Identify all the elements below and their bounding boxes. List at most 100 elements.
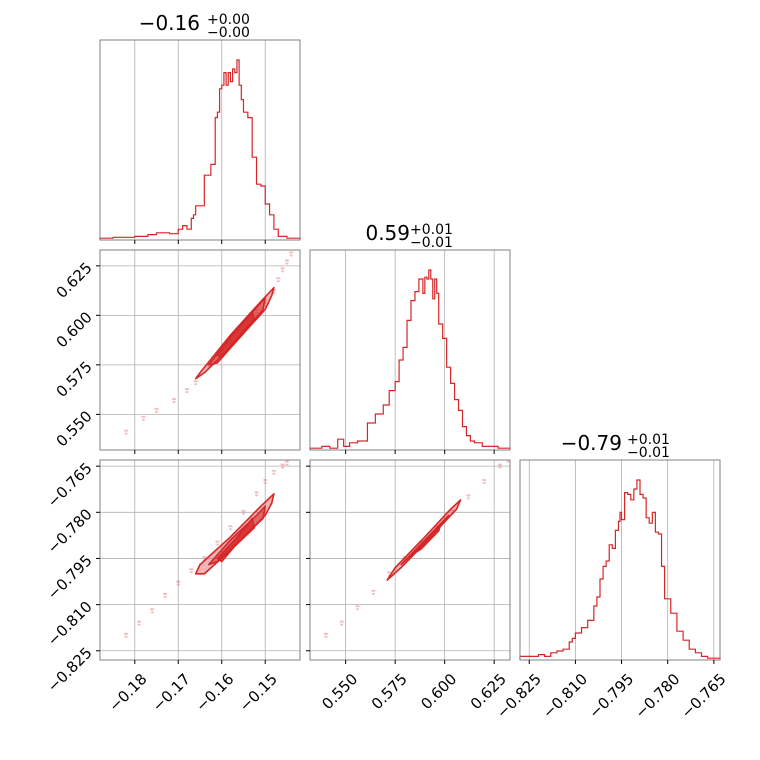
x-tick-label: −0.18 xyxy=(105,670,150,715)
scatter-point xyxy=(150,611,153,614)
axes-frame xyxy=(99,249,301,451)
scatter-point xyxy=(277,277,280,280)
scatter-point xyxy=(149,608,153,611)
scatter-point xyxy=(506,460,509,463)
scatter-point xyxy=(282,270,285,273)
scatter-point xyxy=(355,605,358,608)
scatter-point xyxy=(229,528,233,531)
scatter-point xyxy=(275,277,279,280)
scatter-point xyxy=(289,251,292,254)
scatter-point xyxy=(256,494,259,497)
scatter-point xyxy=(282,463,285,466)
scatter-point xyxy=(241,509,244,512)
scatter-point xyxy=(176,583,179,586)
x-tick-label: −0.15 xyxy=(236,670,281,715)
scatter-point xyxy=(242,509,245,512)
scatter-point xyxy=(126,429,129,432)
scatter-point xyxy=(215,540,218,543)
scatter-point xyxy=(185,390,188,394)
axes-frame xyxy=(99,459,301,661)
scatter-point xyxy=(156,407,159,410)
scatter-point xyxy=(155,407,158,410)
scatter-point xyxy=(175,580,179,583)
scatter-point xyxy=(186,390,189,394)
scatter-point xyxy=(357,608,360,611)
scatter-point xyxy=(372,589,375,592)
scatter-point xyxy=(284,460,287,463)
scatter-point xyxy=(339,623,343,626)
scatter-point xyxy=(290,254,294,257)
scatter-point xyxy=(138,623,141,626)
x-tick-label: −0.780 xyxy=(631,670,683,722)
scatter-point xyxy=(373,589,376,592)
y-tick-label: 0.625 xyxy=(53,259,96,302)
title-param-3: −0.79 +0.01 −0.01 xyxy=(561,431,670,461)
scatter-point xyxy=(217,540,220,543)
scatter-point xyxy=(273,291,276,295)
scatter-point xyxy=(273,472,276,475)
scatter-point xyxy=(276,280,279,283)
scatter-point xyxy=(124,432,127,435)
x-tick-label: −0.17 xyxy=(149,670,194,715)
y-tick-label: −0.825 xyxy=(44,644,96,696)
scatter-point xyxy=(388,571,391,574)
scatter-point xyxy=(142,415,145,418)
y-tick-label: −0.795 xyxy=(44,551,96,603)
scatter-point xyxy=(286,262,289,265)
x-tick-label: −0.765 xyxy=(678,670,730,722)
x-tick-label: 0.575 xyxy=(368,670,411,713)
scatter-point xyxy=(450,509,453,512)
x-tick-label: −0.16 xyxy=(192,670,237,715)
scatter-point xyxy=(468,494,471,497)
scatter-point xyxy=(185,387,189,391)
scatter-point xyxy=(482,481,485,485)
scatter-point xyxy=(189,571,192,574)
scatter-point xyxy=(229,525,232,528)
scatter-point xyxy=(357,605,360,608)
scatter-point xyxy=(371,589,374,592)
scatter-point xyxy=(272,469,276,472)
scatter-point xyxy=(262,478,266,482)
scatter-point xyxy=(277,280,280,283)
scatter-point xyxy=(156,410,159,413)
title-upper-error: +0.01 xyxy=(627,432,670,448)
title-upper-error: +0.00 xyxy=(207,12,250,28)
scatter-point xyxy=(184,387,187,391)
axes-frame xyxy=(99,39,301,241)
scatter-point xyxy=(193,383,197,386)
scatter-point xyxy=(282,466,285,469)
y-tick-label: 0.600 xyxy=(53,308,96,351)
scatter-point xyxy=(174,397,177,401)
histogram-step-line xyxy=(519,479,721,660)
scatter-point xyxy=(451,509,454,512)
scatter-point xyxy=(340,620,343,623)
scatter-point xyxy=(178,580,181,583)
scatter-point xyxy=(287,259,290,262)
scatter-point xyxy=(142,418,146,421)
scatter-point xyxy=(290,251,293,254)
scatter-point xyxy=(177,580,180,583)
scatter-point xyxy=(386,571,390,574)
scatter-point xyxy=(125,432,128,435)
scatter-point xyxy=(341,620,344,623)
axes-frame xyxy=(309,459,511,661)
scatter-point xyxy=(280,267,283,270)
scatter-point xyxy=(498,466,501,469)
title-param-1: −0.16 +0.00 −0.00 xyxy=(139,11,250,41)
scatter-point xyxy=(151,611,154,614)
scatter-point xyxy=(286,463,289,466)
histogram-step-line xyxy=(99,59,301,240)
title-value: 0.59 xyxy=(365,221,410,245)
scatter-point xyxy=(124,429,128,432)
y-tick-label: 0.575 xyxy=(53,358,96,401)
scatter-point xyxy=(497,463,500,466)
title-param-2: 0.59 +0.01 −0.01 xyxy=(365,221,452,251)
scatter-point xyxy=(280,463,283,466)
x-tick-label: −0.810 xyxy=(539,670,591,722)
scatter-point xyxy=(230,525,233,528)
scatter-point xyxy=(372,592,376,595)
scatter-point xyxy=(187,387,190,391)
y-tick-label: −0.780 xyxy=(44,505,96,557)
scatter-point xyxy=(171,397,174,401)
scatter-point xyxy=(154,407,157,410)
